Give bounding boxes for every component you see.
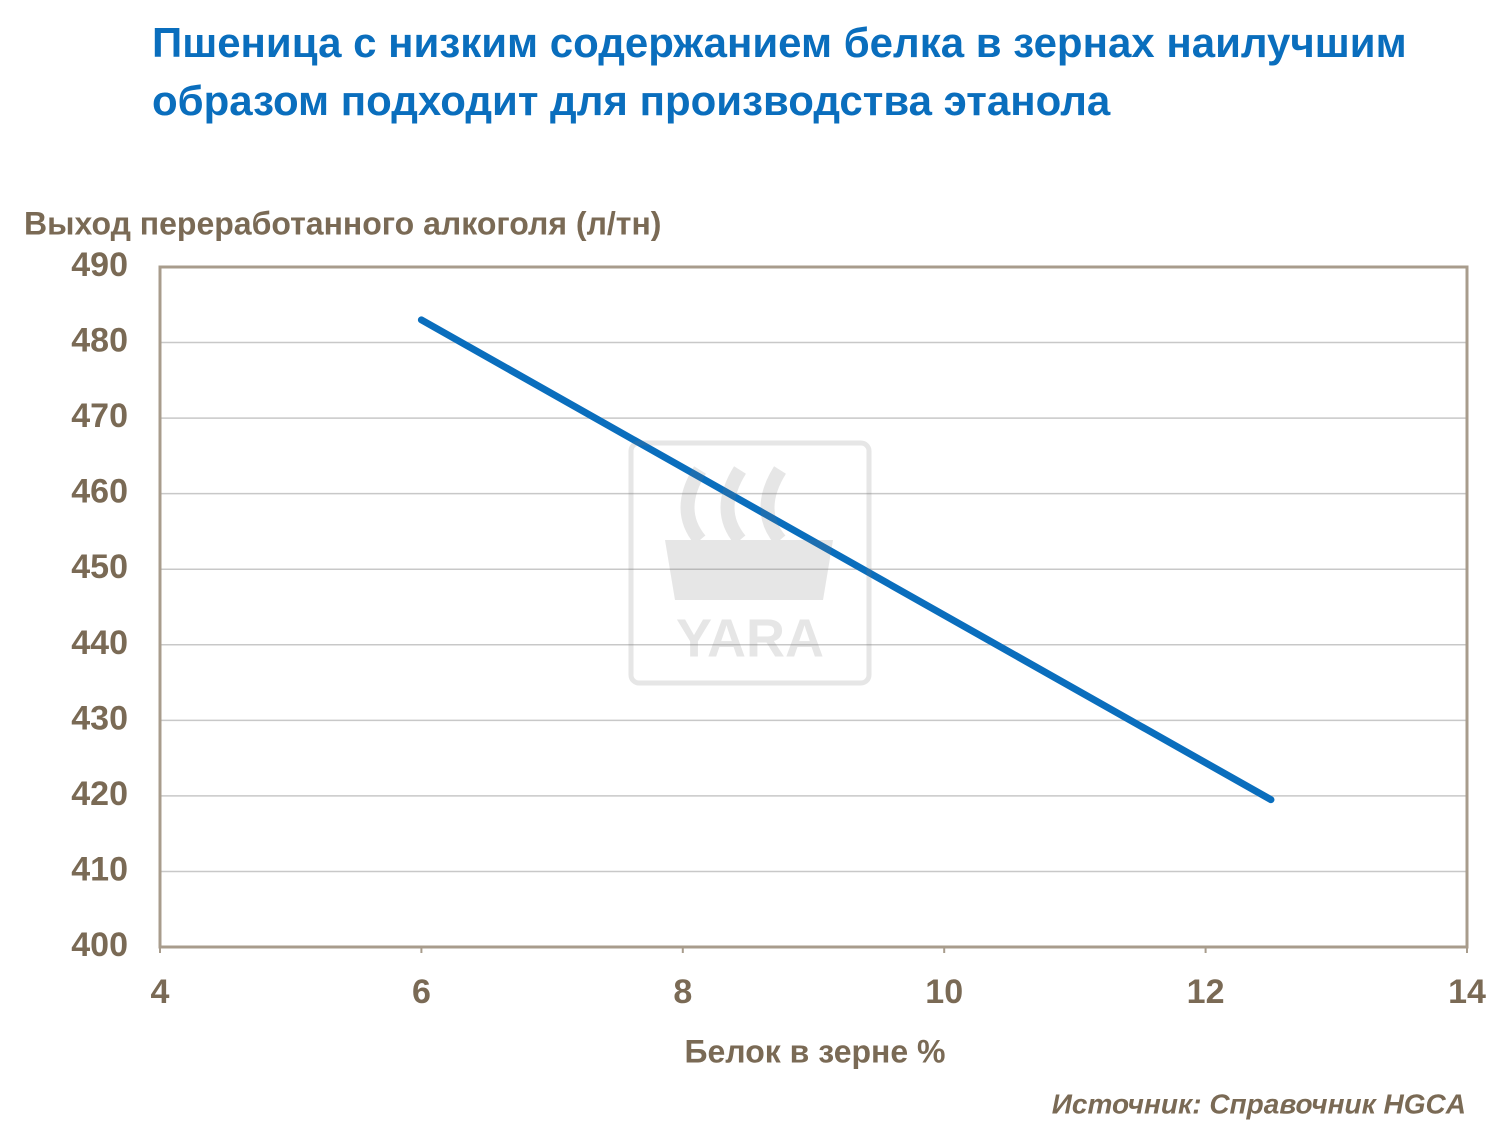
y-tick-label: 490 [71,246,128,284]
source-note: Источник: Справочник HGCA [1052,1088,1466,1119]
y-tick-label: 430 [71,699,128,737]
x-tick-label: 6 [412,973,431,1011]
x-tick-label: 14 [1448,973,1486,1011]
watermark-text: YARA [676,608,824,668]
chart-title: Пшеница с низким содержанием белка в зер… [152,19,1407,124]
y-tick-label: 460 [71,473,128,511]
watermark-logo: YARA [628,440,872,686]
logo-sail [680,466,787,545]
y-tick-label: 480 [71,322,128,360]
y-axis-label: Выход переработанного алкоголя (л/тн) [24,205,661,241]
y-tick-label: 440 [71,624,128,662]
x-tick-label: 10 [925,973,963,1011]
x-tick-label: 8 [673,973,692,1011]
y-tick-label: 420 [71,775,128,813]
x-tick-label: 12 [1187,973,1225,1011]
logo-frame [628,440,872,686]
x-axis-label: Белок в зерне % [684,1033,945,1069]
x-tick-label: 4 [151,973,170,1011]
plot-frame [158,265,1469,949]
logo-ship [665,540,833,600]
y-tick-label: 450 [71,548,128,586]
data-line [417,316,1275,804]
y-tick-label: 410 [71,850,128,888]
y-tick-label: 400 [71,926,128,964]
y-tick-label: 470 [71,397,128,435]
